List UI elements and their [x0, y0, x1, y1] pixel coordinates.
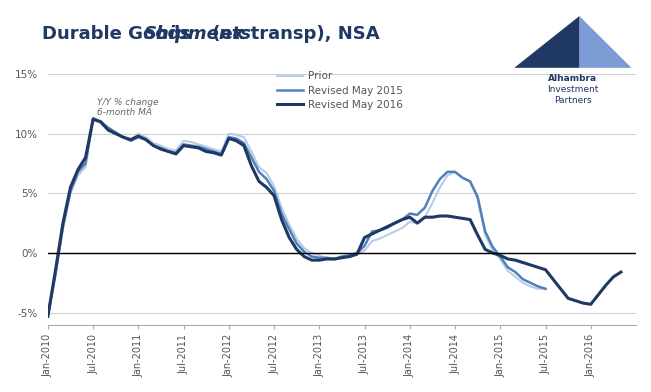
Polygon shape	[514, 16, 579, 68]
Text: (ex transp), NSA: (ex transp), NSA	[206, 25, 380, 44]
Text: Investment: Investment	[547, 85, 598, 94]
Polygon shape	[579, 16, 631, 68]
Text: Durable Goods: Durable Goods	[42, 25, 197, 44]
Text: Partners: Partners	[554, 96, 592, 105]
Text: Shipments: Shipments	[143, 25, 251, 44]
Text: Y/Y % change
6-month MA: Y/Y % change 6-month MA	[97, 98, 158, 117]
Legend: Prior, Revised May 2015, Revised May 2016: Prior, Revised May 2015, Revised May 201…	[273, 67, 408, 114]
Text: Alhambra: Alhambra	[548, 74, 598, 83]
